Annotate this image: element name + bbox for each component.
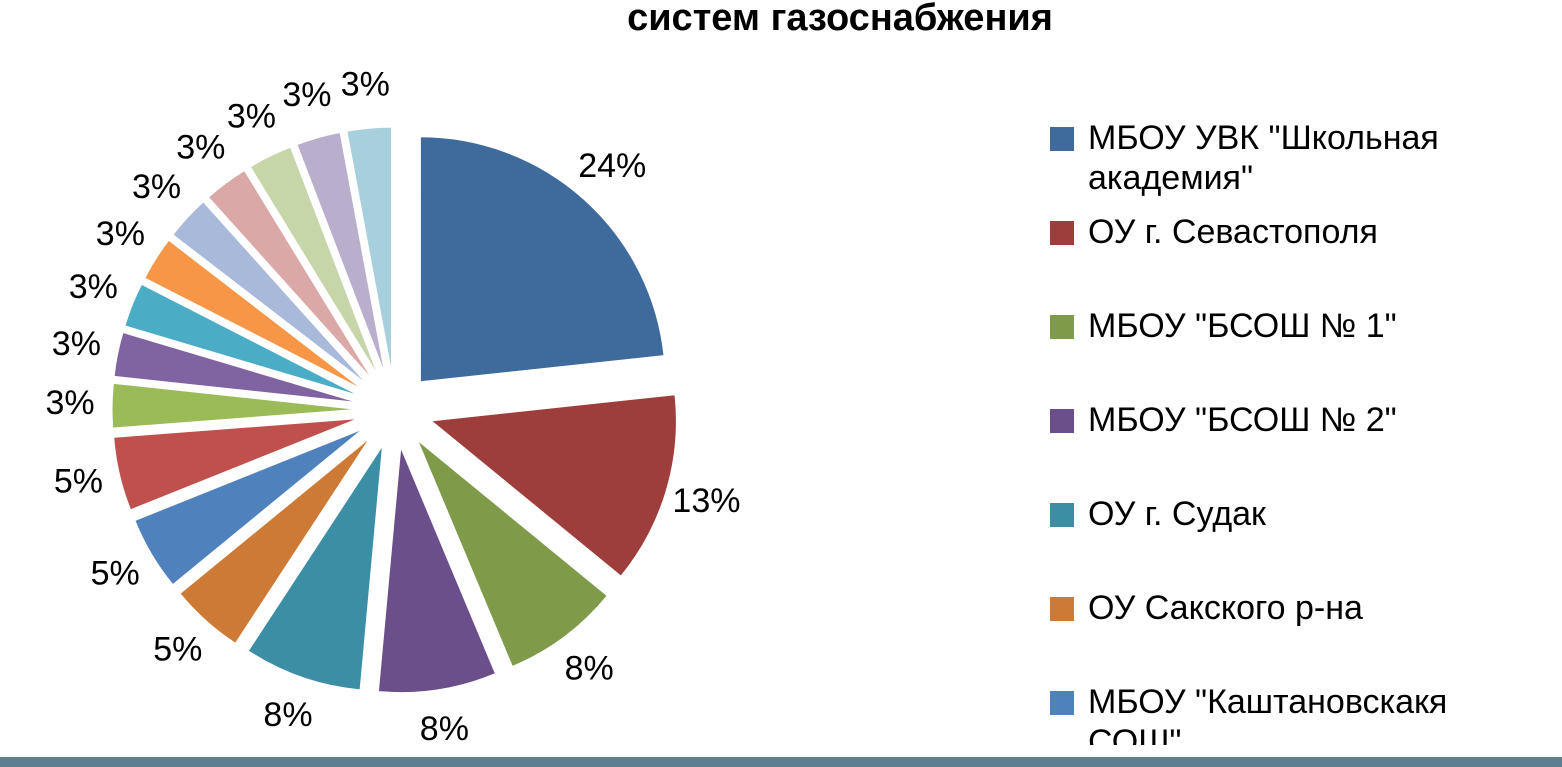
pie-slice <box>113 331 358 404</box>
pie-slice <box>179 437 371 644</box>
legend-swatch <box>1050 691 1074 715</box>
legend-swatch <box>1050 127 1074 151</box>
data-label: 3% <box>96 215 145 253</box>
legend: МБОУ УВК "Школьная академия" ОУ г. Севаст… <box>1050 100 1550 745</box>
pie-slice <box>430 394 677 577</box>
pie-slice <box>124 283 360 397</box>
data-label: 3% <box>52 325 101 363</box>
legend-label: МБОУ "БСОШ № 2" <box>1088 401 1397 439</box>
pie-slice <box>419 136 665 383</box>
legend-swatch <box>1050 221 1074 245</box>
legend-swatch <box>1050 315 1074 339</box>
data-label: 3% <box>69 268 118 306</box>
legend-label: ОУ г. Севастополя <box>1088 213 1378 251</box>
pie-slice <box>417 440 608 668</box>
data-label: 3% <box>176 128 225 166</box>
legend-item: ОУ Сакского р-на <box>1050 588 1550 628</box>
pie-slice <box>144 239 364 391</box>
pie-slice <box>113 418 359 511</box>
legend-item: МБОУ "Каштановскакя СОШ" <box>1050 682 1550 745</box>
legend-label: МБОУ "БСОШ № 1" <box>1088 307 1397 345</box>
pie-slice <box>249 146 379 377</box>
data-label: 24% <box>578 147 646 185</box>
pie-slice <box>172 201 368 385</box>
data-label: 8% <box>565 650 614 688</box>
data-label: 8% <box>420 710 469 748</box>
legend-item: МБОУ "БСОШ № 1" <box>1050 306 1550 346</box>
data-label: 3% <box>45 384 94 422</box>
legend-swatch <box>1050 503 1074 527</box>
pie-slice <box>134 428 363 586</box>
pie-slice <box>377 447 497 694</box>
pie-slice <box>346 126 393 373</box>
pie-slice <box>207 169 373 380</box>
data-label: 5% <box>153 631 202 669</box>
data-label: 5% <box>54 463 103 501</box>
footer-bar <box>0 757 1562 767</box>
legend-label: ОУ Сакского р-на <box>1088 589 1363 627</box>
data-label: 3% <box>227 97 276 135</box>
chart-title: систем газоснабжения <box>627 0 1053 39</box>
data-label: 3% <box>282 76 331 114</box>
legend-label: МБОУ УВК "Школьная академия" <box>1088 119 1439 197</box>
data-label: 8% <box>263 696 312 734</box>
legend-item: ОУ г. Севастополя <box>1050 212 1550 252</box>
legend-item: МБОУ УВК "Школьная академия" <box>1050 118 1550 198</box>
data-label: 13% <box>672 482 740 520</box>
legend-swatch <box>1050 409 1074 433</box>
legend-label: МБОУ "Каштановскакя СОШ" <box>1088 683 1448 745</box>
data-label: 3% <box>341 65 390 103</box>
legend-swatch <box>1050 597 1074 621</box>
legend-item: МБОУ "БСОШ № 2" <box>1050 400 1550 440</box>
data-label: 3% <box>132 168 181 206</box>
legend-item: ОУ г. Судак <box>1050 494 1550 534</box>
pie-slice <box>296 131 386 374</box>
pie-slice <box>247 445 383 691</box>
legend-label: ОУ г. Судак <box>1088 495 1266 533</box>
data-label: 5% <box>91 554 140 592</box>
pie-slice <box>111 382 358 429</box>
